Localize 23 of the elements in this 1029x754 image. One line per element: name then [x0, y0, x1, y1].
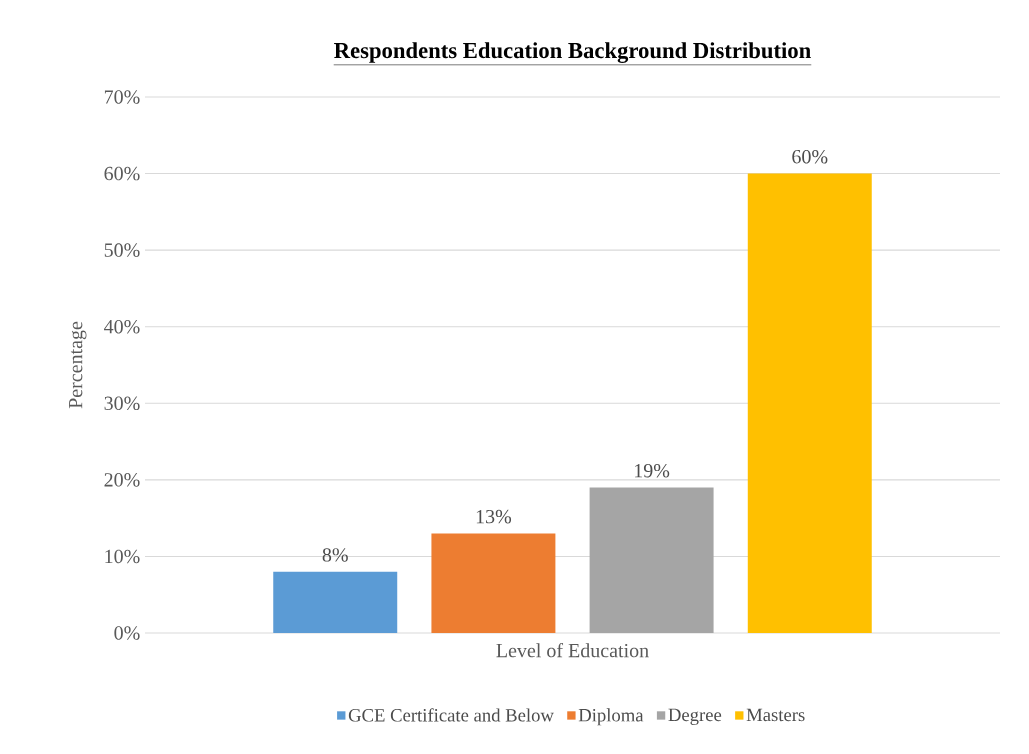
y-tick-label: 20%	[104, 473, 140, 487]
bar	[747, 173, 872, 633]
y-tick-label: 70%	[104, 90, 140, 104]
data-label: 60%	[792, 149, 828, 164]
bar	[273, 571, 398, 633]
data-label: 8%	[322, 548, 348, 562]
data-label: 19%	[635, 463, 670, 478]
y-axis-title: Percentage	[69, 321, 87, 409]
y-tick-label: 50%	[104, 243, 140, 257]
legend-label: Diploma	[578, 708, 644, 726]
y-tick-label: 40%	[104, 319, 140, 334]
bar	[431, 533, 556, 633]
x-axis-title: Level of Education	[496, 643, 649, 658]
legend-label: Degree	[668, 708, 722, 725]
data-label: 13%	[476, 509, 512, 524]
y-tick-label: 10%	[105, 549, 140, 564]
chart-title: Respondents Education Background Distribution	[334, 42, 811, 63]
y-tick-label: 30%	[104, 396, 140, 411]
y-tick-label: 0%	[114, 626, 140, 640]
bar	[589, 487, 714, 633]
legend-label: Masters	[746, 708, 805, 722]
legend-label: GCE Certificate and Below	[348, 708, 554, 722]
y-tick-label: 60%	[104, 166, 140, 181]
